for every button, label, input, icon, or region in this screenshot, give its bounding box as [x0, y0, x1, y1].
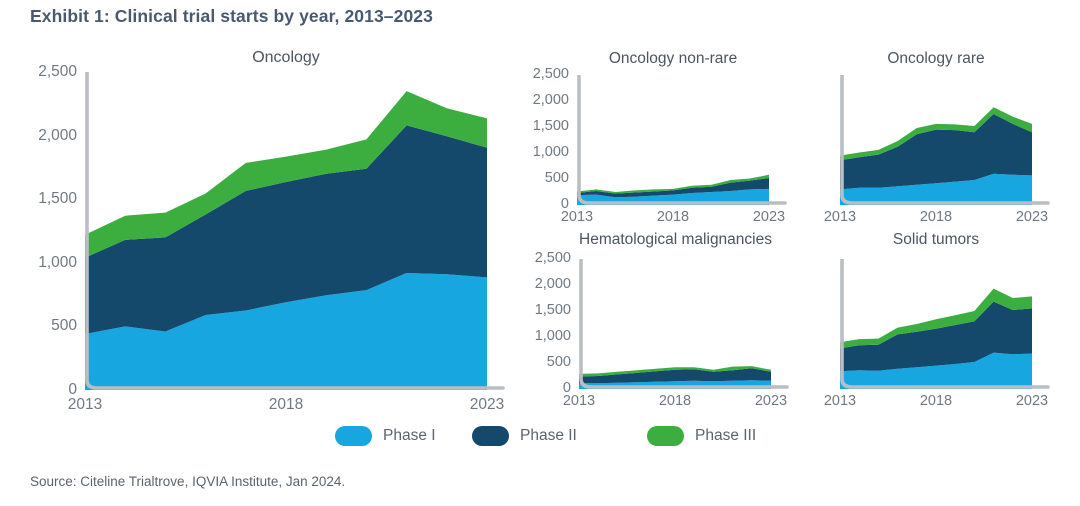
legend-label: Phase I — [383, 427, 436, 444]
chart-title-oncology-rare: Oncology rare — [887, 50, 985, 67]
legend-label: Phase II — [520, 427, 577, 444]
area-phase-ii — [840, 114, 1032, 190]
x-tick-label: 2013 — [823, 209, 857, 225]
x-tick-label: 2018 — [656, 209, 690, 225]
plot-area-oncology — [85, 72, 505, 390]
x-axis-labels: 2013 2018 2023 — [68, 396, 505, 416]
area-phase-i — [840, 173, 1032, 205]
legend: Phase I Phase II Phase III — [335, 426, 756, 446]
x-tick-label: 2023 — [1015, 209, 1049, 225]
legend-swatch-phase-i — [335, 426, 372, 446]
x-tick-label: 2023 — [469, 396, 505, 413]
plot-area-oncology-non-rare — [577, 75, 787, 205]
x-tick-label: 2013 — [562, 393, 596, 409]
exhibit-title: Exhibit 1: Clinical trial starts by year… — [30, 6, 433, 26]
area-phase-i — [577, 188, 769, 205]
x-tick-label: 2023 — [1015, 393, 1049, 409]
x-tick-label: 2018 — [919, 393, 953, 409]
legend-label: Phase III — [695, 427, 757, 444]
x-tick-label: 2013 — [823, 393, 857, 409]
y-tick-label: 500 — [51, 317, 77, 335]
legend-swatch-phase-iii — [647, 426, 684, 446]
y-axis-labels: 2,500 2,000 1,500 1,000 500 0 — [520, 66, 569, 212]
chart-oncology: Oncology 2,500 2,000 1,500 1,000 500 0 2013 20… — [30, 44, 510, 413]
y-tick-label: 2,000 — [534, 276, 571, 292]
chart-title-hematological-malignancies: Hematological malignancies — [579, 231, 772, 248]
x-tick-label: 2018 — [268, 396, 304, 413]
legend-item-phase-i: Phase I — [335, 426, 472, 446]
chart-solid-tumors: Solid tumors 2013 2018 2023 — [810, 227, 1080, 423]
y-tick-label: 2,000 — [532, 92, 569, 108]
y-tick-label: 0 — [560, 196, 569, 212]
area-phase-i — [840, 352, 1032, 389]
y-axis-labels: 2,500 2,000 1,500 1,000 500 0 — [30, 63, 77, 398]
chart-title-solid-tumors: Solid tumors — [892, 231, 980, 248]
area-phase-iii — [85, 91, 487, 258]
chart-title-oncology-non-rare: Oncology non-rare — [608, 50, 738, 67]
chart-hematological-malignancies: Hematological malignancies 2,500 2,000 1,5… — [520, 227, 810, 423]
x-axis-labels: 2013 2018 2023 — [561, 209, 787, 229]
legend-swatch-phase-ii — [472, 426, 509, 446]
area-phase-ii — [579, 368, 771, 384]
x-tick-label: 2013 — [560, 209, 594, 225]
y-tick-label: 500 — [546, 354, 571, 370]
chart-oncology-rare: Oncology rare 2013 2018 2023 — [810, 44, 1080, 225]
x-tick-label: 2023 — [754, 393, 788, 409]
y-axis-labels: 2,500 2,000 1,500 1,000 500 0 — [520, 250, 571, 396]
plot-area-oncology-rare — [840, 75, 1050, 205]
area-phase-ii — [840, 301, 1032, 372]
legend-item-phase-ii: Phase II — [472, 426, 647, 446]
y-tick-label: 1,000 — [534, 328, 571, 344]
x-axis-labels: 2013 2018 2023 — [824, 209, 1050, 229]
axis-line — [840, 75, 1050, 205]
x-tick-label: 2023 — [752, 209, 786, 225]
area-phase-iii — [840, 107, 1032, 161]
y-tick-label: 1,000 — [38, 253, 77, 271]
y-tick-label: 2,000 — [38, 126, 77, 144]
y-tick-label: 2,500 — [532, 66, 569, 82]
plot-area-hematological-malignancies — [579, 259, 789, 389]
area-phase-iii — [577, 174, 769, 194]
axis-line — [579, 259, 789, 389]
chart-title-oncology: Oncology — [252, 49, 320, 66]
x-axis-labels: 2013 2018 2023 — [563, 393, 789, 413]
x-tick-label: 2018 — [658, 393, 692, 409]
x-axis-labels: 2013 2018 2023 — [824, 393, 1050, 413]
y-tick-label: 2,500 — [534, 250, 571, 266]
area-phase-ii — [85, 125, 487, 335]
axis-line — [840, 259, 1050, 389]
y-tick-label: 1,500 — [532, 118, 569, 134]
axis-line — [577, 75, 787, 205]
area-phase-iii — [840, 288, 1032, 349]
area-phase-iii — [579, 366, 771, 377]
y-tick-label: 2,500 — [38, 63, 77, 80]
plot-area-solid-tumors — [840, 259, 1050, 389]
area-phase-ii — [577, 178, 769, 198]
axis-line — [85, 72, 505, 390]
x-tick-label: 2018 — [919, 209, 953, 225]
y-tick-label: 1,500 — [38, 190, 77, 208]
y-tick-label: 1,500 — [534, 302, 571, 318]
legend-item-phase-iii: Phase III — [647, 426, 756, 446]
y-tick-label: 0 — [68, 381, 77, 398]
chart-oncology-non-rare: Oncology non-rare 2,500 2,000 1,500 1,000 50… — [520, 44, 810, 225]
y-tick-label: 0 — [562, 380, 571, 396]
area-phase-i — [85, 273, 487, 390]
source-note: Source: Citeline Trialtrove, IQVIA Insti… — [30, 474, 346, 489]
y-tick-label: 1,000 — [532, 144, 569, 160]
y-tick-label: 500 — [544, 170, 569, 186]
x-tick-label: 2013 — [67, 396, 103, 413]
